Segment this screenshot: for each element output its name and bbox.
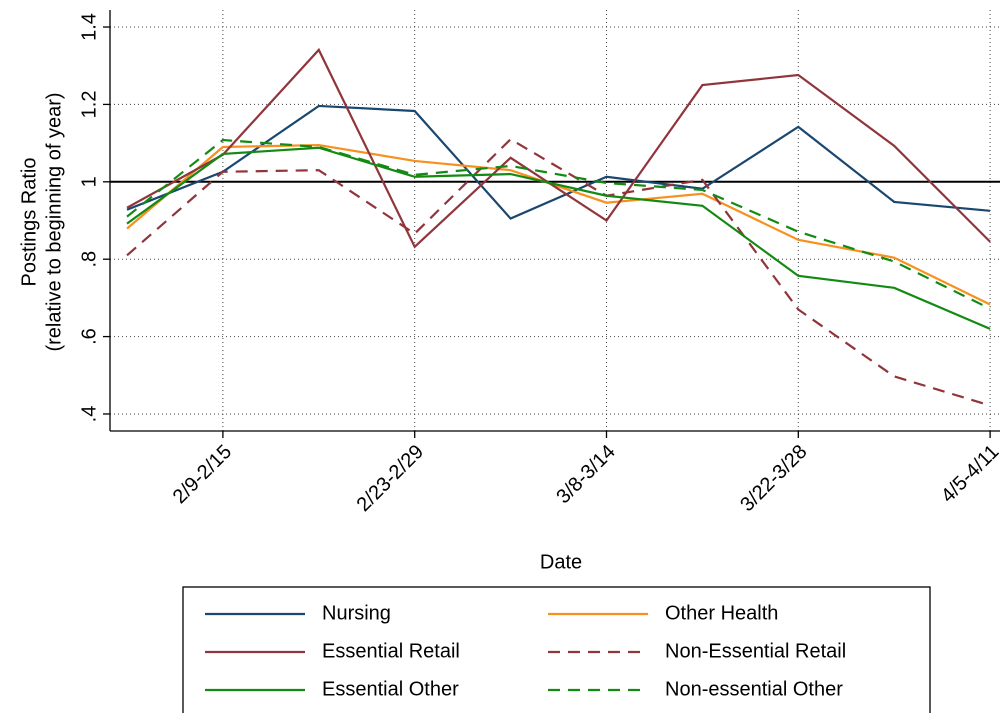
y-tick-label: .8 <box>78 251 100 268</box>
legend-label: Essential Other <box>322 678 459 700</box>
x-axis-title: Date <box>540 551 582 573</box>
legend-label: Essential Retail <box>322 640 460 662</box>
y-tick-label: 1 <box>78 176 100 187</box>
series-line <box>126 146 991 330</box>
legend-box <box>182 586 931 713</box>
series-line <box>126 137 991 407</box>
y-axis-title: Postings Ratio <box>18 158 40 287</box>
series-line <box>126 143 991 306</box>
legend-label: Other Health <box>665 602 778 624</box>
y-axis-title: (relative to beginning of year) <box>43 92 65 351</box>
series-line <box>126 138 991 310</box>
y-tick-label: 1.2 <box>78 91 100 119</box>
series-line <box>126 104 991 220</box>
y-tick-label: .6 <box>78 328 100 345</box>
y-tick-label: .4 <box>78 406 100 423</box>
legend-label: Non-essential Other <box>665 678 843 700</box>
legend-label: Non-Essential Retail <box>665 640 846 662</box>
y-tick-label: 1.4 <box>78 13 100 41</box>
legend-label: Nursing <box>322 602 391 624</box>
series-line <box>126 47 991 249</box>
